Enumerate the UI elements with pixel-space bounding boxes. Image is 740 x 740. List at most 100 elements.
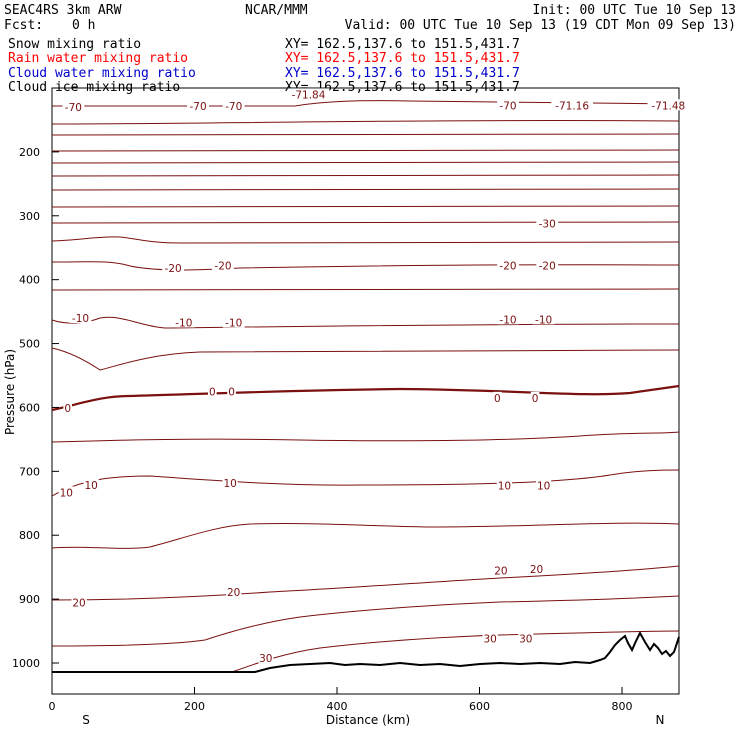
isotherm-line bbox=[51, 347, 680, 371]
contour-label-bg bbox=[493, 391, 502, 403]
contour-label-bg bbox=[536, 259, 559, 271]
contour-label-bg bbox=[518, 632, 534, 644]
contour-label-bg bbox=[482, 632, 498, 644]
legend-xy-rain: XY= 162.5,137.6 to 151.5,431.7 bbox=[285, 51, 520, 66]
contour-label-bg bbox=[187, 99, 209, 111]
contour-label-bg bbox=[69, 312, 92, 323]
contour-label-bg bbox=[647, 99, 690, 111]
contour-label: 10 bbox=[60, 487, 73, 499]
contour-label: -10 bbox=[535, 314, 552, 326]
isotherm-line bbox=[51, 522, 680, 549]
isotherm-line bbox=[51, 174, 680, 177]
contour-label: 10 bbox=[85, 480, 98, 492]
isotherm-line bbox=[231, 630, 680, 673]
x-axis-label: Distance (km) bbox=[326, 713, 410, 727]
contour-label-bg bbox=[528, 563, 545, 575]
contour-label-bg bbox=[71, 596, 87, 608]
y-tick-label: 900 bbox=[19, 593, 40, 606]
temperature-contours bbox=[51, 100, 680, 673]
contour-label-bg bbox=[497, 313, 519, 325]
contour-label-bg bbox=[536, 479, 552, 491]
contour-label: 0 bbox=[228, 386, 235, 398]
contour-label-bg bbox=[62, 101, 85, 113]
contour-label: -10 bbox=[175, 317, 192, 329]
contour-label-bg bbox=[222, 99, 245, 111]
contour-label: -70 bbox=[499, 100, 516, 112]
contour-label-bg bbox=[83, 478, 99, 490]
contour-label: 0 bbox=[64, 403, 71, 415]
terrain-line bbox=[52, 630, 680, 673]
contour-label-bg bbox=[222, 476, 238, 488]
contour-label-bg bbox=[497, 259, 519, 271]
y-tick-label: 600 bbox=[19, 401, 40, 414]
y-tick-label: 300 bbox=[19, 210, 40, 223]
contour-label: 0 bbox=[209, 386, 216, 398]
contour-label-bg bbox=[258, 651, 274, 663]
contour-label: 20 bbox=[72, 597, 85, 609]
contour-label: 20 bbox=[530, 564, 543, 576]
contour-labels: -70 -70 -70 -71.84 -70 -71.16 -71.48 -30 -20 -20 -… bbox=[58, 88, 690, 665]
contour-label: -70 bbox=[65, 102, 82, 114]
x-tick-label: 200 bbox=[184, 700, 205, 713]
legend-name-snow: Snow mixing ratio bbox=[8, 37, 141, 52]
contour-label-bg bbox=[530, 391, 540, 403]
contour-label: -70 bbox=[225, 101, 242, 113]
contour-label: 0 bbox=[494, 393, 501, 405]
contour-label: 10 bbox=[223, 478, 236, 490]
model-title: SEAC4RS 3km ARW bbox=[4, 3, 122, 18]
contour-label: 30 bbox=[259, 653, 272, 665]
contour-label-bg bbox=[212, 259, 234, 271]
legend-xy-snow: XY= 162.5,137.6 to 151.5,431.7 bbox=[285, 37, 520, 52]
isotherm-line bbox=[51, 236, 680, 244]
contour-label-bg bbox=[222, 316, 245, 328]
y-axis-label: Pressure (hPa) bbox=[3, 349, 17, 435]
north-end-label: N bbox=[656, 713, 665, 727]
isotherm-line bbox=[51, 221, 680, 224]
y-tick-label: 700 bbox=[19, 465, 40, 478]
center-title: NCAR/MMM bbox=[245, 3, 308, 18]
isotherm-line bbox=[51, 120, 680, 125]
x-axis-ticks: 0 200 400 600 800 bbox=[49, 687, 633, 713]
valid-time: Valid: 00 UTC Tue 10 Sep 13 (19 CDT Mon … bbox=[345, 18, 736, 33]
legend-name-rain: Rain water mixing ratio bbox=[8, 51, 188, 66]
contour-label: 10 bbox=[537, 480, 550, 492]
contour-label-bg bbox=[226, 586, 242, 598]
isotherm-line bbox=[51, 188, 680, 191]
init-time: Init: 00 UTC Tue 10 Sep 13 bbox=[533, 3, 737, 18]
x-tick-label: 600 bbox=[469, 700, 490, 713]
contour-label-bg bbox=[287, 88, 330, 100]
contour-label-bg bbox=[162, 262, 185, 274]
contour-label-bg bbox=[208, 385, 217, 397]
isotherm-line bbox=[52, 100, 680, 107]
contour-label: -10 bbox=[225, 317, 242, 329]
y-tick-label: 1000 bbox=[12, 657, 40, 670]
y-axis-ticks: 200 300 400 500 600 700 800 900 1000 bbox=[12, 87, 59, 670]
contour-label: -71.48 bbox=[651, 100, 685, 112]
contour-label-bg bbox=[63, 402, 72, 414]
contour-label: 20 bbox=[227, 587, 240, 599]
isotherm-line bbox=[51, 431, 680, 443]
isotherm-line bbox=[51, 161, 680, 164]
x-tick-label: 400 bbox=[327, 700, 348, 713]
legend-xy-cloud-water: XY= 162.5,137.6 to 151.5,431.7 bbox=[285, 66, 520, 81]
fcst-label: Fcst: bbox=[4, 18, 43, 33]
contour-label-bg bbox=[497, 99, 519, 111]
contour-label: 30 bbox=[484, 634, 497, 646]
isotherm-line bbox=[51, 261, 680, 271]
contour-label-bg bbox=[496, 479, 513, 491]
y-tick-label: 400 bbox=[19, 274, 40, 287]
contour-label: 10 bbox=[498, 480, 511, 492]
contour-label: 20 bbox=[494, 565, 507, 577]
contour-label-bg bbox=[551, 99, 593, 111]
south-end-label: S bbox=[82, 713, 90, 727]
isotherm-line bbox=[51, 469, 680, 497]
contour-label: -70 bbox=[189, 101, 206, 113]
contour-label: -30 bbox=[539, 218, 556, 230]
isotherm-line bbox=[51, 565, 680, 601]
contour-label: -20 bbox=[214, 261, 231, 273]
y-tick-label: 500 bbox=[19, 338, 40, 351]
contour-label-bg bbox=[172, 316, 195, 328]
isotherm-line bbox=[51, 595, 680, 647]
isotherm-line bbox=[51, 316, 680, 329]
